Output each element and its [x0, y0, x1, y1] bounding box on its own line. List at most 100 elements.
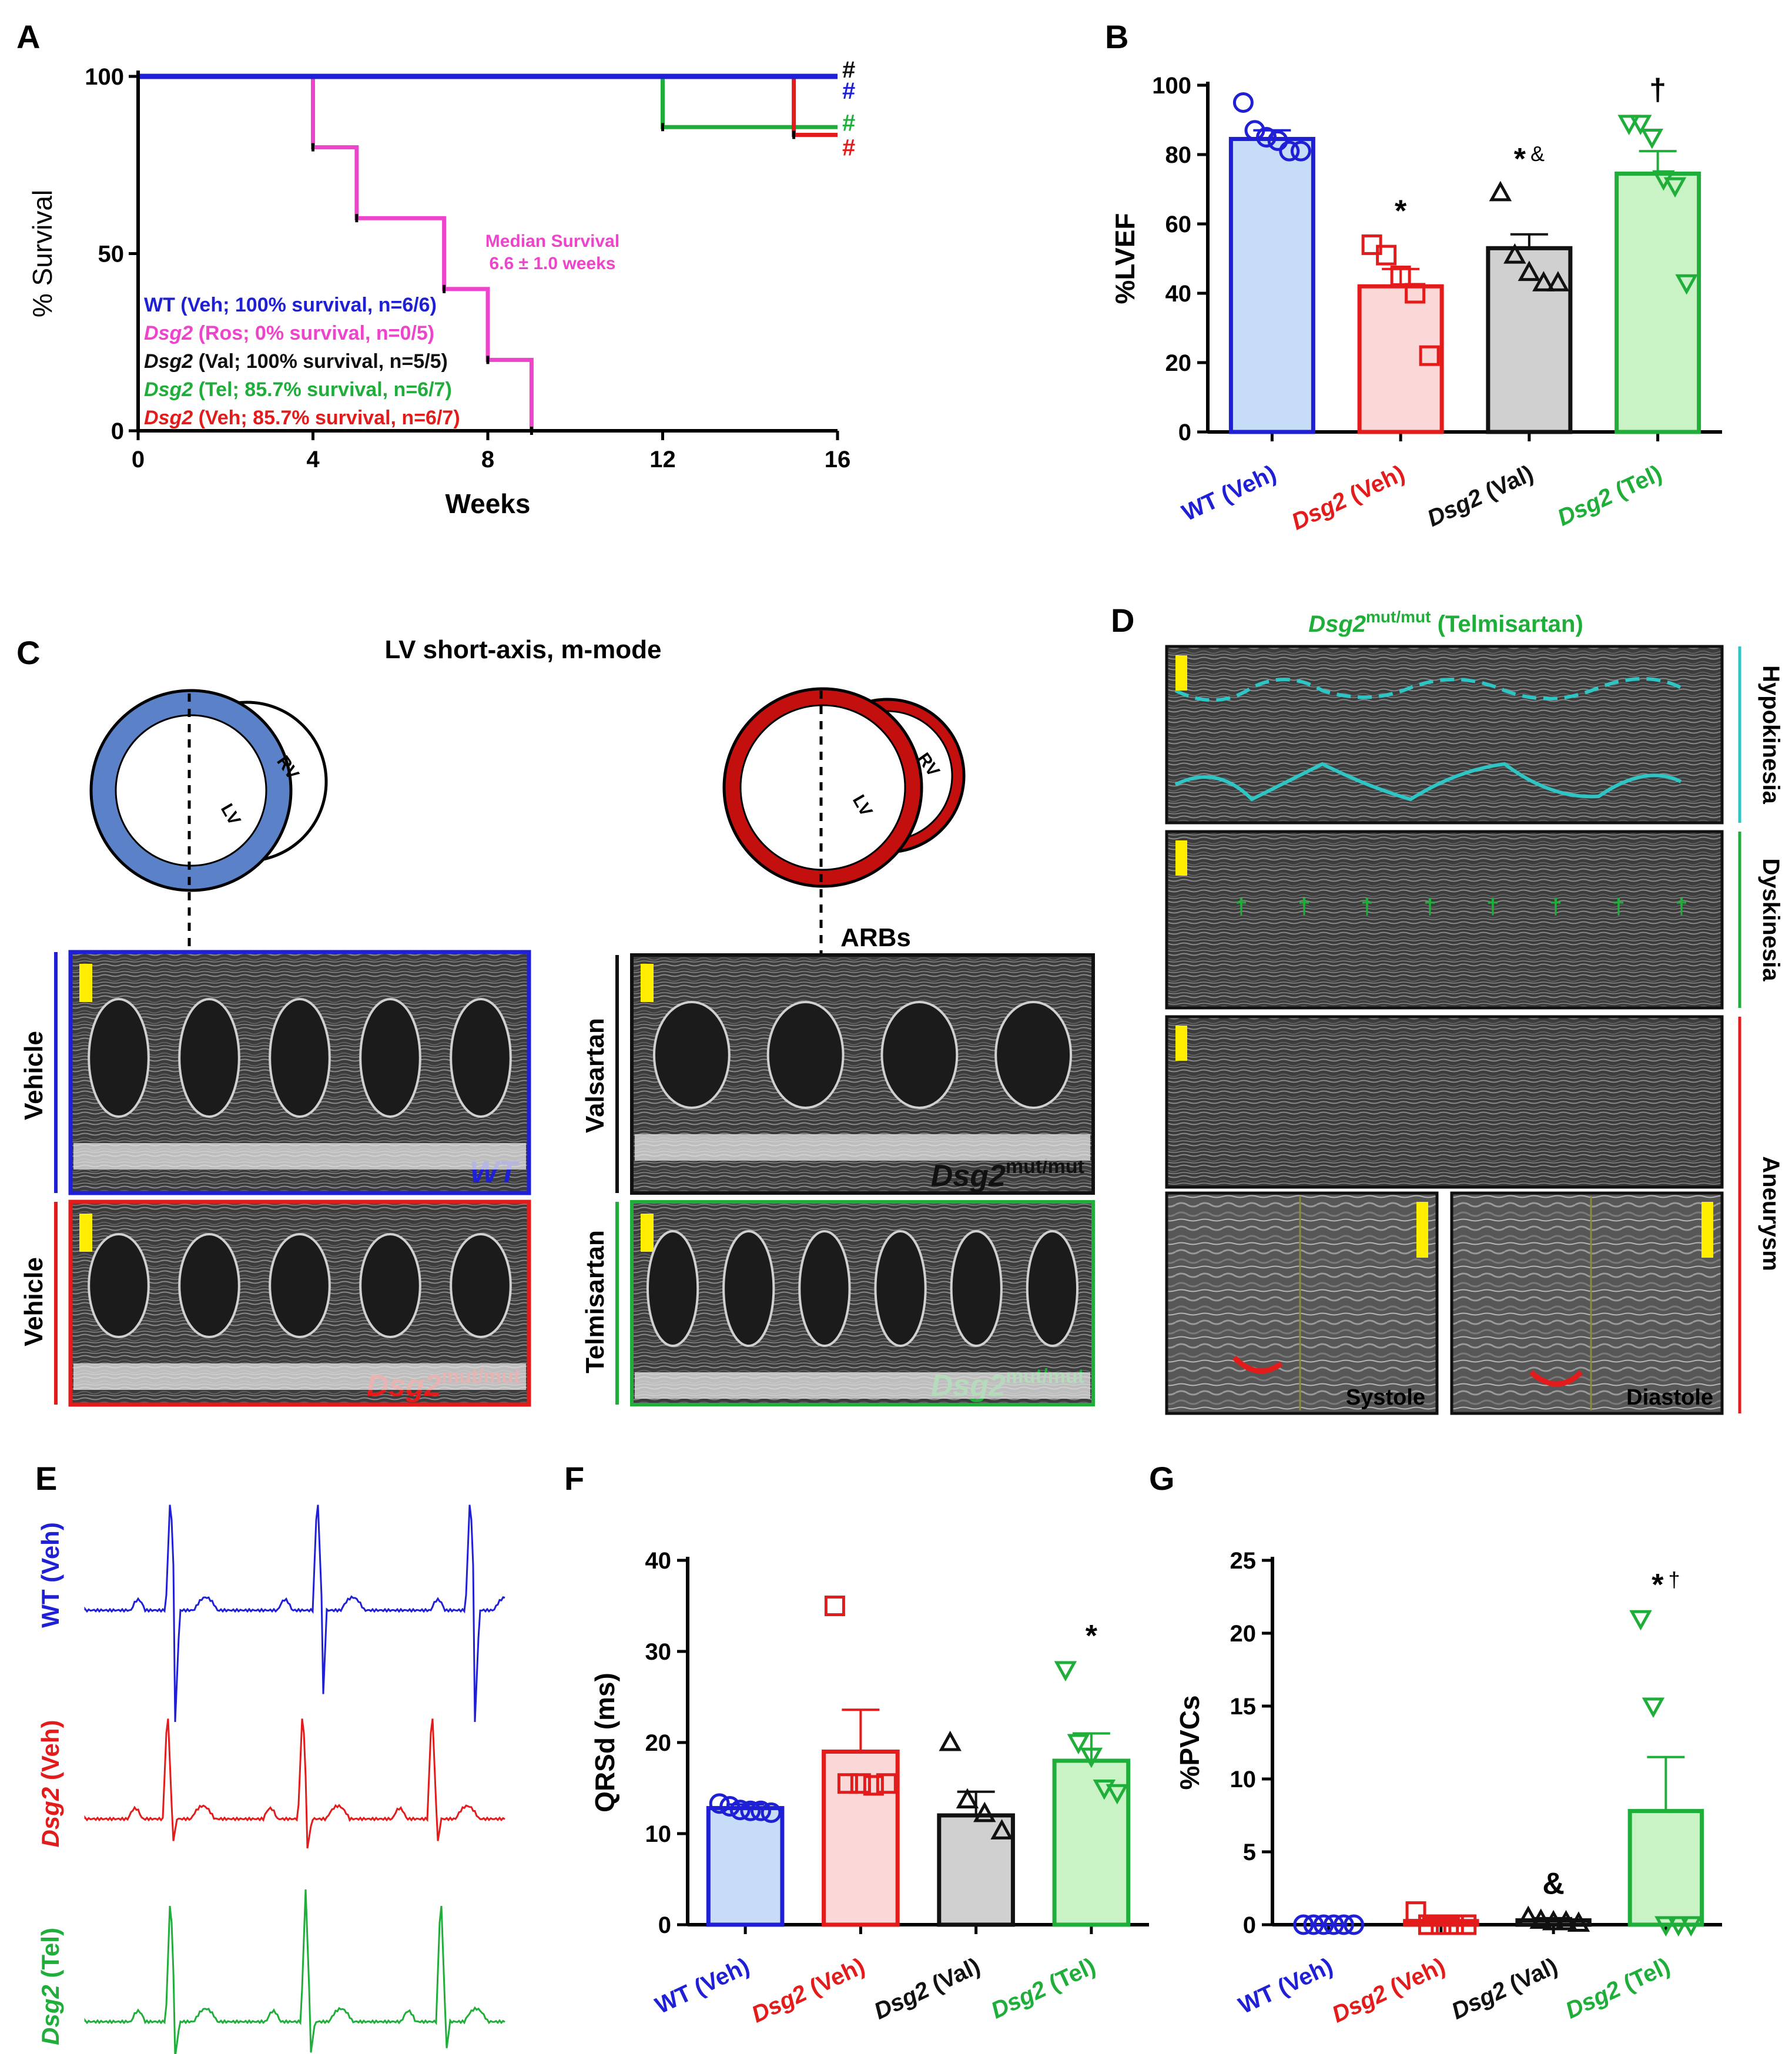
legend-entry-val: Dsg2 (Val; 100% survival, n=5/5): [144, 350, 448, 373]
mmode-dsg2-telmisartan: [630, 1200, 1095, 1406]
x-tick-label: 16: [825, 447, 851, 473]
panel-letter-b: B: [1105, 18, 1128, 55]
data-point-val: [990, 1819, 1013, 1839]
y-tick-label: 50: [98, 242, 125, 267]
dyskinesia-dagger: †: [1423, 894, 1436, 919]
ecg-label-veh: Dsg2 (Veh): [36, 1720, 64, 1847]
legend-name: Dsg2: [144, 322, 193, 344]
data-point-veh: [876, 1773, 897, 1794]
panel-d-echo: Dsg2mut/mut (Telmisartan) † † † † † † † † Systo…: [1165, 608, 1784, 1415]
frame-wt-vehicle: [68, 950, 531, 1195]
y-tick-label: 0: [1178, 420, 1191, 445]
y-tick-label: 0: [1243, 1912, 1256, 1938]
median-survival-label: Median Survival: [485, 232, 619, 251]
data-point-veh: [1376, 244, 1397, 266]
dyskinesia-dagger: †: [1675, 894, 1687, 919]
data-point-wt: [729, 1800, 751, 1821]
data-point-val: [1546, 271, 1570, 291]
mmode-hypokinesia: [1165, 645, 1724, 825]
scale-bar: [1701, 1202, 1713, 1258]
aneurysm-arc-diastole: [1529, 1370, 1583, 1387]
data-point-veh: [1443, 1914, 1464, 1935]
y-tick-label: 25: [1230, 1548, 1257, 1574]
category-label-wt: WT (Veh): [651, 1953, 753, 2019]
data-point-veh: [1418, 1914, 1439, 1935]
y-tick-label: 10: [1230, 1767, 1257, 1792]
scale-bar: [79, 964, 92, 1002]
data-point-wt: [719, 1796, 741, 1817]
legend-name: Dsg2: [144, 407, 193, 429]
bmode-diastole: [1450, 1191, 1724, 1415]
scale-bar: [1175, 840, 1187, 876]
category-name: Dsg2: [870, 1977, 933, 2025]
median-survival-value: 6.6 ± 1.0 weeks: [490, 254, 616, 273]
category-treatment: (Tel): [1614, 1953, 1674, 1999]
lv-cavity: [950, 1230, 1003, 1347]
ecg-trace-wt: [84, 1505, 505, 1723]
data-point-tel: [1654, 1916, 1677, 1937]
ecg-label-treatment: (Tel): [36, 1928, 64, 1985]
panel-letter-e: E: [35, 1460, 57, 1497]
ecg-label-wt: WT (Veh): [36, 1522, 64, 1628]
panel-c-echo: LV short-axis, m-mode LV RV LV RV: [19, 635, 1095, 1407]
y-tick-label: 40: [645, 1548, 672, 1574]
category-treatment: (Veh): [800, 1953, 869, 2003]
posterior-wall: [635, 1134, 1090, 1161]
scale-bar: [641, 964, 654, 1002]
data-point-tel: [1663, 177, 1687, 198]
series-line-ros: [138, 74, 534, 431]
ecg-label-name: WT: [36, 1589, 64, 1628]
dyskinesia-dagger: †: [1549, 894, 1562, 919]
bar-veh: [1357, 284, 1444, 434]
category-name: Dsg2: [1328, 1980, 1391, 2028]
data-point-tel: [1054, 1661, 1077, 1682]
data-point-veh: [824, 1596, 845, 1616]
category-name: Dsg2: [1448, 1977, 1510, 2025]
x-axis-label: Weeks: [446, 488, 531, 519]
treatment: (Telmisartan): [1431, 611, 1583, 637]
category-treatment: (Tel): [1606, 460, 1666, 507]
category-label-val: Dsg2 (Val): [1423, 460, 1538, 532]
data-point-wt: [1232, 92, 1254, 113]
data-point-val: [956, 1788, 979, 1809]
data-point-tel: [1629, 115, 1652, 136]
category-label-veh: Dsg2 (Veh): [1328, 1953, 1449, 2028]
y-axis-label: %PVCs: [1174, 1695, 1205, 1790]
panel-d-title: Dsg2mut/mut (Telmisartan): [1308, 608, 1583, 637]
label-diastole: Diastole: [1626, 1385, 1713, 1410]
data-point-val: [1532, 271, 1555, 291]
category-label-val: Dsg2 (Val): [1448, 1953, 1562, 2025]
data-point-tel: [1667, 1916, 1690, 1937]
lv-cavity: [798, 1230, 851, 1347]
legend-detail: (Tel; 85.7% survival, n=6/7): [193, 378, 452, 401]
end-mark-tel: #: [842, 110, 855, 136]
data-point-tel: [1675, 274, 1698, 295]
bar-tel: [1052, 1758, 1131, 1927]
dyskinesia-dagger: †: [1235, 894, 1247, 919]
category-name: Dsg2: [1288, 487, 1351, 535]
data-point-wt: [1343, 1914, 1364, 1935]
data-point-tel: [1642, 1697, 1665, 1718]
data-point-wt: [1323, 1914, 1344, 1935]
lv-cavity: [994, 1001, 1073, 1109]
category-label-tel: Dsg2 (Tel): [1562, 1953, 1674, 2023]
ecg-label-name: Dsg2: [36, 1787, 64, 1848]
data-point-wt: [740, 1800, 761, 1821]
x-tick-label: 12: [649, 447, 676, 473]
category-treatment: (Veh): [1380, 1953, 1449, 2003]
lv-lumen-wt: [115, 714, 267, 867]
genotype-sup: mut/mut: [1366, 608, 1431, 626]
lv-cavity: [766, 1001, 845, 1109]
y-tick-label: 20: [1165, 350, 1192, 376]
lv-lumen-dsg2: [739, 704, 906, 871]
series-line-tel: [138, 74, 838, 129]
end-mark-wt: #: [842, 78, 855, 104]
lv-cavity: [88, 998, 150, 1118]
data-point-wt: [751, 1800, 772, 1821]
data-point-veh: [1431, 1914, 1452, 1935]
panel-letter-a: A: [16, 18, 40, 55]
legend-entry-tel: Dsg2 (Tel; 85.7% survival, n=6/7): [144, 378, 452, 401]
data-point-wt: [761, 1802, 782, 1823]
